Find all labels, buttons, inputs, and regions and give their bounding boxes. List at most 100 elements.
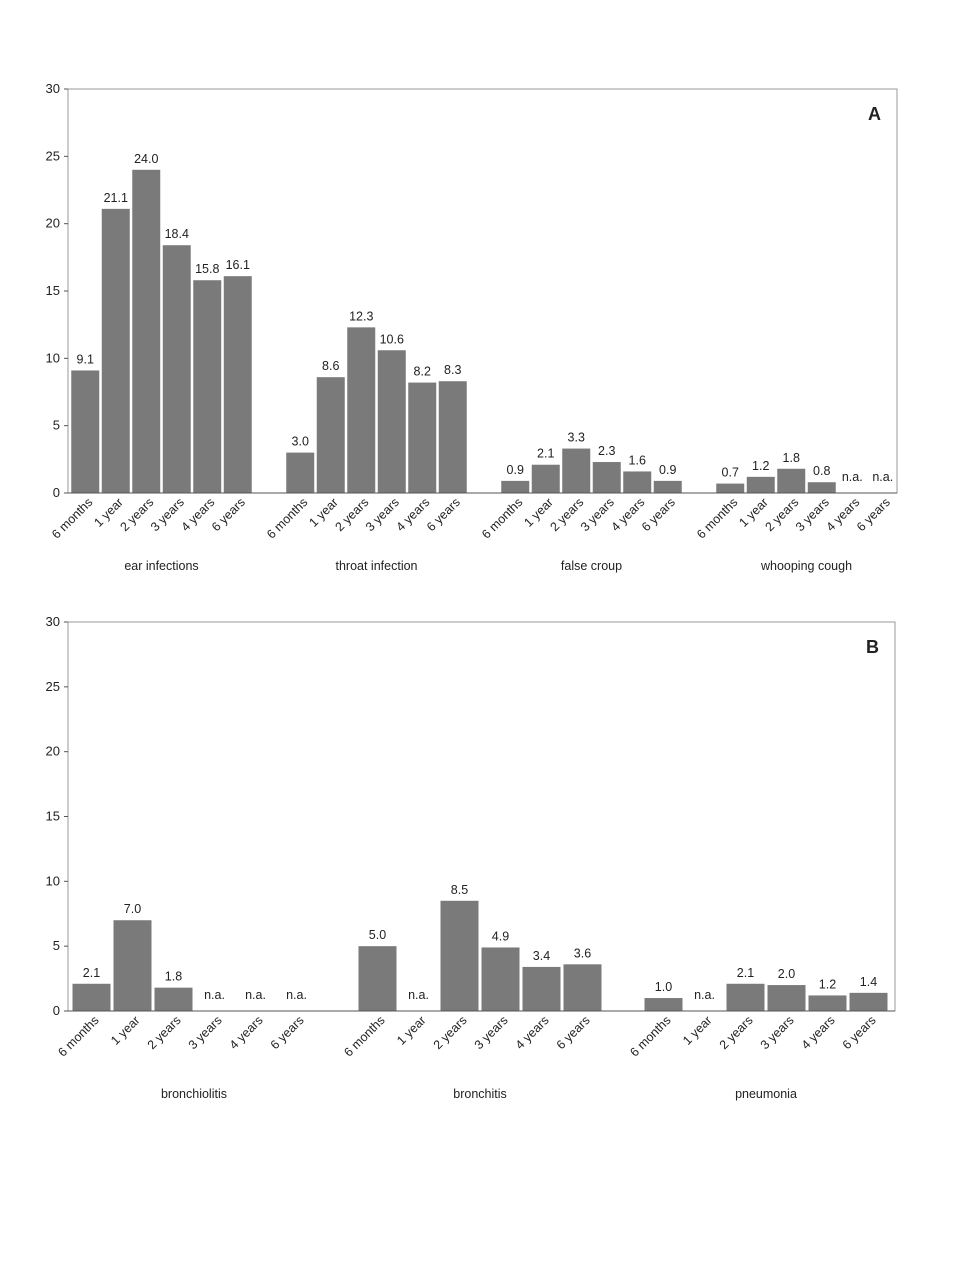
bar	[726, 983, 765, 1011]
bar	[777, 468, 806, 493]
data-label: 2.1	[737, 966, 754, 980]
bar	[113, 920, 152, 1011]
data-label: 3.6	[574, 946, 591, 960]
data-label: 12.3	[349, 309, 373, 323]
bar	[440, 900, 479, 1011]
bar	[162, 245, 191, 493]
bar	[592, 462, 621, 493]
category-label: 6 years	[639, 495, 678, 534]
bar	[316, 377, 345, 493]
y-tick-label: 15	[46, 283, 60, 298]
data-label: 8.2	[414, 365, 431, 379]
y-tick-label: 25	[46, 679, 60, 694]
data-label: 21.1	[104, 191, 128, 205]
bar	[223, 276, 252, 493]
data-label: 2.1	[83, 966, 100, 980]
category-label: 2 years	[547, 495, 586, 534]
category-label: 3 years	[793, 495, 832, 534]
data-label: 1.8	[165, 970, 182, 984]
bar	[644, 998, 683, 1011]
data-label: 3.4	[533, 949, 550, 963]
data-label: 18.4	[165, 227, 189, 241]
category-label: 6 months	[341, 1013, 387, 1059]
y-tick-label: 30	[46, 614, 60, 629]
bar	[653, 480, 682, 493]
bar	[849, 992, 888, 1011]
y-tick-label: 0	[53, 1003, 60, 1018]
category-label: 4 years	[393, 495, 432, 534]
category-label: 4 years	[823, 495, 862, 534]
group-label: throat infection	[336, 559, 418, 573]
category-label: 4 years	[227, 1013, 266, 1052]
panel-label: B	[866, 637, 879, 657]
data-label: 9.1	[77, 352, 94, 366]
category-label: 1 year	[680, 1013, 714, 1047]
category-label: 6 months	[694, 495, 740, 541]
na-label: n.a.	[694, 988, 715, 1002]
y-tick-label: 5	[53, 938, 60, 953]
y-tick-label: 30	[46, 81, 60, 96]
data-label: 1.2	[819, 977, 836, 991]
category-label: 6 months	[55, 1013, 101, 1059]
data-label: 0.8	[813, 464, 830, 478]
data-label: 2.3	[598, 444, 615, 458]
bar	[358, 946, 397, 1011]
group-label: bronchitis	[453, 1087, 507, 1101]
na-label: n.a.	[245, 988, 266, 1002]
data-label: 1.8	[783, 451, 800, 465]
y-tick-label: 20	[46, 744, 60, 759]
category-label: 4 years	[513, 1013, 552, 1052]
category-label: 6 months	[49, 495, 95, 541]
category-label: 2 years	[145, 1013, 184, 1052]
data-label: 1.6	[629, 453, 646, 467]
bar	[101, 208, 130, 493]
data-label: 4.9	[492, 929, 509, 943]
category-label: 2 years	[332, 495, 371, 534]
category-label: 4 years	[799, 1013, 838, 1052]
na-label: n.a.	[842, 470, 863, 484]
y-tick-label: 15	[46, 809, 60, 824]
bar	[767, 985, 806, 1011]
category-label: 3 years	[148, 495, 187, 534]
bar	[481, 947, 520, 1011]
bar	[623, 471, 652, 493]
y-tick-label: 10	[46, 873, 60, 888]
data-label: 3.3	[568, 431, 585, 445]
bar	[193, 280, 222, 493]
y-tick-label: 20	[46, 216, 60, 231]
bar	[72, 983, 111, 1011]
bar	[347, 327, 376, 493]
bar	[501, 480, 530, 493]
category-label: 3 years	[186, 1013, 225, 1052]
category-label: 1 year	[108, 1013, 142, 1047]
data-label: 5.0	[369, 928, 386, 942]
na-label: n.a.	[408, 988, 429, 1002]
bar	[408, 382, 437, 493]
category-label: 3 years	[758, 1013, 797, 1052]
data-label: 16.1	[226, 258, 250, 272]
bar	[154, 987, 193, 1011]
category-label: 6 years	[268, 1013, 307, 1052]
data-label: 8.6	[322, 359, 339, 373]
bar	[286, 452, 315, 493]
category-label: 6 months	[627, 1013, 673, 1059]
y-tick-label: 10	[46, 350, 60, 365]
bar	[71, 370, 100, 493]
group-label: bronchiolitis	[161, 1087, 227, 1101]
category-label: 6 years	[554, 1013, 593, 1052]
data-label: 10.6	[380, 332, 404, 346]
data-label: 8.5	[451, 883, 468, 897]
y-tick-label: 5	[53, 418, 60, 433]
bar	[522, 966, 561, 1011]
bar	[807, 482, 836, 493]
data-label: 0.7	[722, 466, 739, 480]
category-label: 2 years	[717, 1013, 756, 1052]
na-label: n.a.	[872, 470, 893, 484]
bar	[562, 448, 591, 493]
bar	[377, 350, 406, 493]
category-label: 3 years	[363, 495, 402, 534]
category-label: 6 years	[424, 495, 463, 534]
data-label: 7.0	[124, 902, 141, 916]
group-label: pneumonia	[735, 1087, 797, 1101]
